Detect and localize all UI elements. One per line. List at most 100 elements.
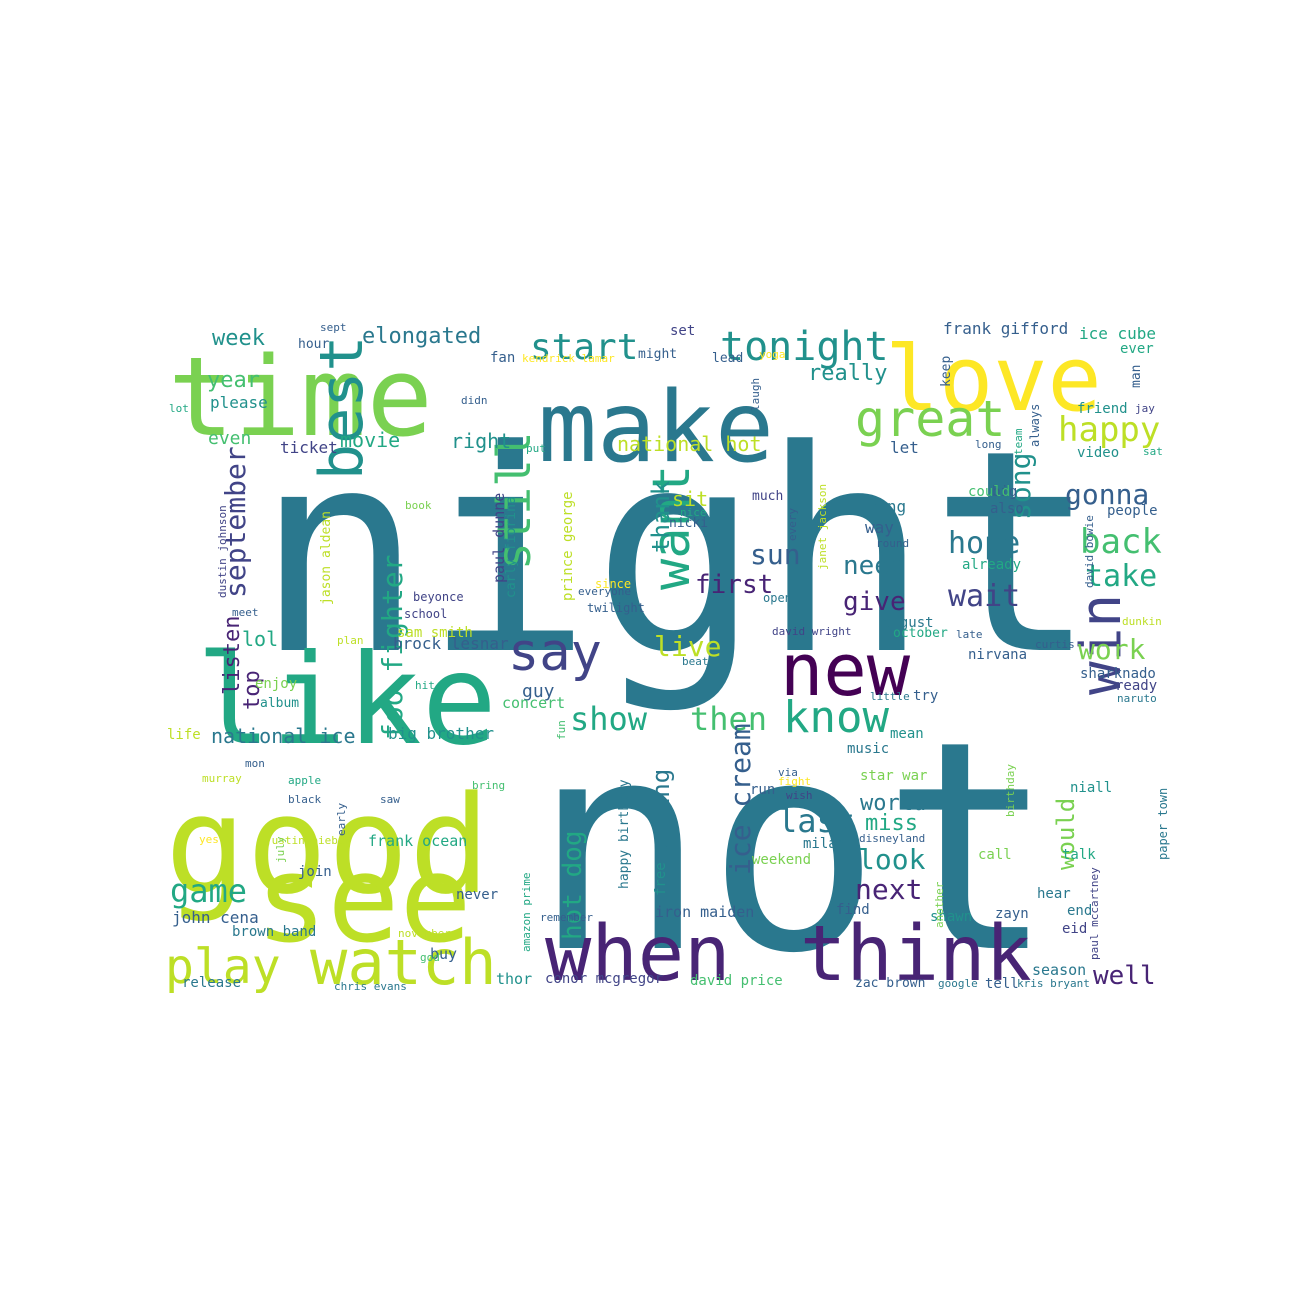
word-then: then: [690, 700, 768, 739]
word-ticket: ticket: [280, 437, 338, 457]
word-when: when: [545, 910, 731, 994]
word-hour: hour: [298, 336, 330, 352]
word-enjoy: enjoy: [255, 676, 298, 693]
word-look: look: [858, 843, 926, 877]
word-sharknado: sharknado: [1080, 666, 1156, 683]
word-hear: hear: [1037, 886, 1071, 903]
word-eid: eid: [1062, 921, 1088, 938]
word-week: week: [212, 325, 265, 351]
word-not: not: [532, 680, 1056, 994]
word-play: play: [165, 938, 281, 994]
word-lol: lol: [242, 627, 279, 652]
word-never: never: [456, 887, 499, 904]
word-john-cena: john cena: [172, 907, 259, 927]
word-guy: guy: [522, 680, 555, 702]
word-early: early: [334, 802, 348, 836]
word-happy-birthday: happy birthday: [617, 779, 633, 889]
word-also: also: [990, 501, 1024, 518]
word-didn: didn: [461, 394, 488, 408]
word-paper-town: paper town: [1156, 787, 1170, 860]
word-best: best: [306, 335, 377, 481]
word-amazon-prime: amazon prime: [519, 872, 533, 952]
word-jason-aldean: jason aldean: [319, 511, 335, 605]
word-time: time: [168, 333, 433, 462]
word-wait: wait: [948, 578, 1021, 614]
word-set: set: [670, 323, 696, 340]
word-really: really: [808, 360, 888, 386]
word-shawn: shawn: [930, 909, 973, 926]
word-back: back: [1080, 522, 1162, 563]
word-gonna: gonna: [1065, 478, 1150, 512]
word-show: show: [570, 700, 648, 739]
word-brown-band: brown band: [232, 924, 317, 941]
word-god: god: [420, 951, 440, 965]
word-might: might: [638, 346, 678, 362]
word-tonight: tonight: [720, 323, 889, 370]
word-start: start: [530, 326, 639, 368]
word-make: make: [538, 370, 775, 485]
word-brock-lesnar: brock lesnar: [393, 633, 509, 653]
word-sept: sept: [320, 321, 347, 335]
word-niall: niall: [1070, 780, 1113, 797]
word-join: join: [298, 864, 332, 881]
word-ice-cube: ice cube: [1079, 323, 1157, 343]
word-release: release: [182, 975, 242, 992]
word-david-bowie: david bowie: [1082, 515, 1096, 588]
word-saw: saw: [380, 793, 400, 807]
word-concert: concert: [502, 694, 566, 713]
word-justin-bieber: justin bieber: [265, 834, 352, 848]
word-tell: tell: [985, 976, 1019, 993]
word-morning: morning: [646, 768, 675, 870]
word-lot: lot: [169, 402, 189, 416]
word-murray: murray: [202, 772, 242, 786]
word-every: every: [785, 507, 799, 541]
word-david-price: david price: [690, 973, 783, 990]
word-video: video: [1077, 445, 1120, 462]
word-next: next: [855, 873, 923, 907]
word-album: album: [260, 695, 300, 711]
word-hope: hope: [948, 525, 1021, 561]
word-iron-maiden: iron maiden: [655, 903, 755, 922]
word-fight: fight: [778, 775, 812, 789]
word-national-ice: national ice: [211, 724, 356, 749]
word-thing: thing: [858, 496, 907, 516]
word-milan: milan: [803, 836, 846, 853]
word-right: right: [451, 429, 512, 454]
word-little: little: [870, 690, 910, 704]
word-think: think: [800, 910, 1032, 994]
word-meet: meet: [232, 606, 259, 620]
word-let: let: [890, 437, 919, 457]
word-disneyland: disneyland: [859, 832, 926, 846]
word-already: already: [962, 557, 1022, 574]
word-first: first: [695, 569, 774, 600]
word-paul-mccartney: paul mccartney: [1087, 867, 1101, 960]
word-season: season: [1032, 961, 1087, 980]
word-weekend: weekend: [752, 852, 812, 869]
word-open: open: [763, 590, 792, 605]
word-google: google: [938, 977, 978, 991]
word-janet-jackson: janet jackson: [815, 483, 829, 570]
word-way: way: [865, 517, 894, 537]
word-end: end: [1067, 903, 1093, 920]
word-august: august: [883, 615, 934, 632]
word-carly-fiorina: carly fiorina: [504, 496, 520, 598]
word-need: need: [843, 550, 906, 581]
word-know: know: [783, 691, 889, 743]
word-keep: keep: [939, 355, 955, 387]
word-buy: buy: [430, 945, 458, 964]
word-sam-smith: sam smith: [397, 625, 473, 642]
word-find: find: [836, 902, 870, 919]
word-conor-mcgregor: conor mcgregor: [545, 971, 664, 988]
word-via: via: [778, 766, 798, 780]
word-well: well: [1093, 960, 1156, 991]
word-try: try: [913, 688, 939, 705]
word-take: take: [1085, 558, 1158, 594]
word-run: run: [750, 782, 776, 799]
word-give: give: [843, 586, 906, 617]
word-music: music: [847, 741, 890, 758]
word-sun: sun: [750, 538, 801, 572]
word-year: year: [207, 367, 260, 393]
word-could: could: [968, 484, 1011, 501]
word-frank-gifford: frank gifford: [943, 318, 1069, 338]
word-october: october: [893, 625, 948, 641]
